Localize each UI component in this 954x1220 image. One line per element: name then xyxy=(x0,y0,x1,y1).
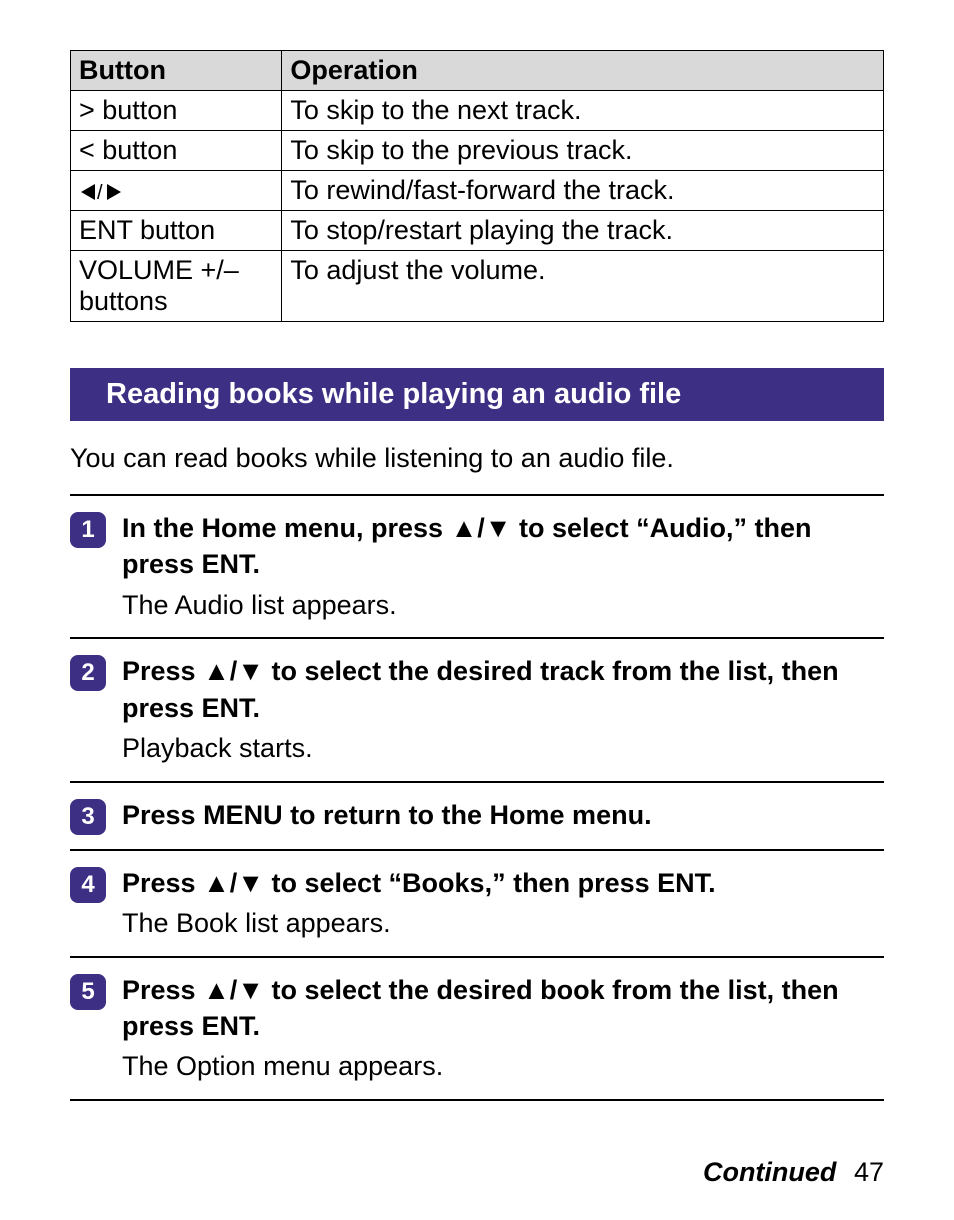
page-footer: Continued 47 xyxy=(703,1157,884,1188)
step-title: Press MENU to return to the Home menu. xyxy=(122,797,884,833)
cell-button: ENT button xyxy=(71,211,282,251)
table-header-row: Button Operation xyxy=(71,51,884,91)
step-title: Press ▲/▼ to select the desired book fro… xyxy=(122,972,884,1045)
step-title: Press ▲/▼ to select the desired track fr… xyxy=(122,653,884,726)
step-number: 1 xyxy=(70,512,106,548)
step-desc: The Book list appears. xyxy=(122,905,884,941)
step-1: 1 In the Home menu, press ▲/▼ to select … xyxy=(70,496,884,639)
step-number-badge: 3 xyxy=(70,799,114,835)
svg-text:/: / xyxy=(97,182,103,202)
table-header-operation: Operation xyxy=(282,51,884,91)
table-row: ENT button To stop/restart playing the t… xyxy=(71,211,884,251)
table-row: VOLUME +/– buttons To adjust the volume. xyxy=(71,251,884,322)
intro-text: You can read books while listening to an… xyxy=(70,443,884,474)
step-title: In the Home menu, press ▲/▼ to select “A… xyxy=(122,510,884,583)
step-number-badge: 4 xyxy=(70,867,114,903)
step-body: In the Home menu, press ▲/▼ to select “A… xyxy=(122,510,884,623)
step-number: 3 xyxy=(70,799,106,835)
step-number-badge: 5 xyxy=(70,974,114,1010)
step-5: 5 Press ▲/▼ to select the desired book f… xyxy=(70,958,884,1101)
step-number-badge: 1 xyxy=(70,512,114,548)
cell-operation: To rewind/fast-forward the track. xyxy=(282,171,884,211)
cell-operation: To skip to the next track. xyxy=(282,91,884,131)
step-desc: Playback starts. xyxy=(122,730,884,766)
step-number-badge: 2 xyxy=(70,655,114,691)
step-desc: The Option menu appears. xyxy=(122,1048,884,1084)
cell-button: > button xyxy=(71,91,282,131)
page: Button Operation > button To skip to the… xyxy=(0,0,954,1220)
step-title: Press ▲/▼ to select “Books,” then press … xyxy=(122,865,884,901)
step-body: Press MENU to return to the Home menu. xyxy=(122,797,884,833)
step-body: Press ▲/▼ to select “Books,” then press … xyxy=(122,865,884,942)
cell-button: < button xyxy=(71,131,282,171)
cell-operation: To skip to the previous track. xyxy=(282,131,884,171)
cell-operation: To adjust the volume. xyxy=(282,251,884,322)
table-row: < button To skip to the previous track. xyxy=(71,131,884,171)
cell-button: VOLUME +/– buttons xyxy=(71,251,282,322)
section-heading: Reading books while playing an audio fil… xyxy=(70,368,884,421)
step-3: 3 Press MENU to return to the Home menu. xyxy=(70,783,884,851)
step-number: 5 xyxy=(70,974,106,1010)
step-number: 4 xyxy=(70,867,106,903)
step-number: 2 xyxy=(70,655,106,691)
step-body: Press ▲/▼ to select the desired track fr… xyxy=(122,653,884,766)
table-row: / To rewind/fast-forward the track. xyxy=(71,171,884,211)
step-4: 4 Press ▲/▼ to select “Books,” then pres… xyxy=(70,851,884,958)
page-number: 47 xyxy=(854,1157,884,1187)
table-row: > button To skip to the next track. xyxy=(71,91,884,131)
step-body: Press ▲/▼ to select the desired book fro… xyxy=(122,972,884,1085)
table-header-button: Button xyxy=(71,51,282,91)
cell-button: / xyxy=(71,171,282,211)
button-operation-table: Button Operation > button To skip to the… xyxy=(70,50,884,322)
step-2: 2 Press ▲/▼ to select the desired track … xyxy=(70,639,884,782)
step-desc: The Audio list appears. xyxy=(122,587,884,623)
rewind-forward-icon: / xyxy=(79,175,123,205)
cell-operation: To stop/restart playing the track. xyxy=(282,211,884,251)
continued-label: Continued xyxy=(703,1157,836,1187)
